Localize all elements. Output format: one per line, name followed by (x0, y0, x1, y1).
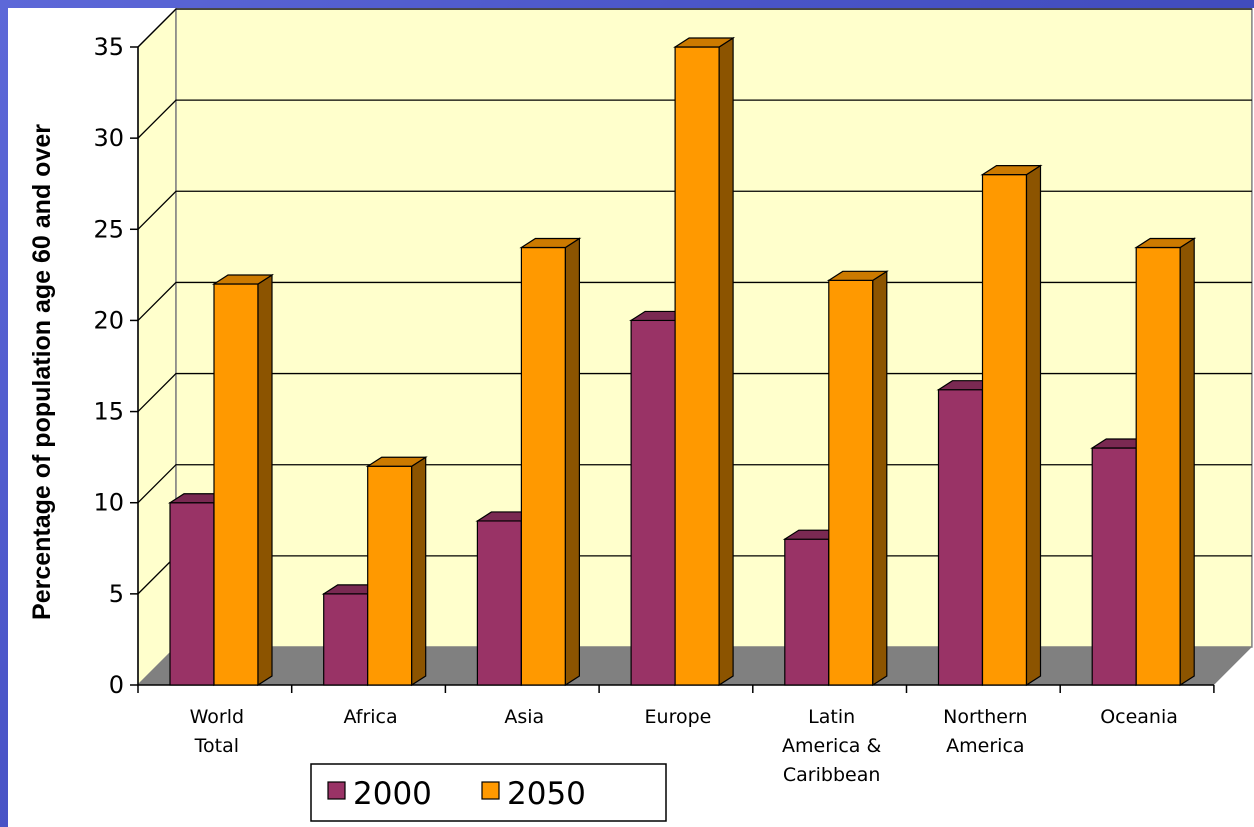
bar-front (630, 319, 676, 686)
bar-front (367, 465, 413, 686)
x-category-label: Asia (504, 706, 544, 728)
bar-top (519, 237, 582, 249)
gridline (137, 372, 1252, 413)
x-category-label: Northern (943, 706, 1027, 728)
bar-top (1134, 237, 1197, 249)
x-category-label: Caribbean (783, 764, 881, 786)
axis-labels: 0 5 10 15 20 25 30 35 World Total Africa Asia Europe… (93, 33, 1177, 786)
bar-front (169, 502, 215, 686)
x-category-label: Total (194, 735, 239, 757)
bar-top (211, 274, 275, 285)
bar-front (1091, 447, 1137, 686)
bar-2050 (980, 164, 1043, 687)
x-category-label: Oceania (1100, 706, 1178, 728)
legend-label-2000: 2000 (353, 776, 432, 812)
x-category-label: Africa (343, 706, 397, 728)
x-category-label: World (190, 706, 244, 728)
y-tick-label: 20 (93, 306, 124, 334)
bar-2050 (1134, 237, 1197, 687)
gridline (137, 190, 1252, 230)
bar-front (476, 520, 522, 686)
bar-front (520, 246, 567, 686)
bar-side (872, 270, 888, 687)
bar-top (980, 165, 1043, 176)
legend-swatch-2050 (481, 781, 500, 800)
bar-side (411, 456, 427, 687)
gridlines (137, 8, 1252, 595)
legend-label-2050: 2050 (507, 776, 586, 812)
bar-front (784, 538, 830, 686)
bar-2050 (673, 36, 736, 687)
bar-front (937, 389, 984, 686)
x-category-label: America & (782, 735, 881, 757)
gridline (137, 281, 1252, 321)
gridline (137, 99, 1252, 139)
gridline (137, 464, 1252, 504)
bar-front (213, 283, 259, 686)
y-tick-label: 5 (109, 580, 124, 608)
bar-side (564, 237, 581, 687)
bar-side (1025, 164, 1042, 687)
bars (167, 36, 1197, 687)
bar-top (826, 270, 889, 281)
y-tick-label: 25 (93, 215, 124, 243)
gridline (137, 8, 1252, 48)
bar-2050 (519, 237, 582, 687)
y-axis-label: Percentage of population age 60 and over (28, 124, 56, 620)
bar-front (674, 46, 720, 686)
y-tick-label: 15 (93, 398, 124, 426)
y-tick-label: 30 (93, 124, 124, 152)
y-tick-label: 10 (93, 489, 124, 517)
legend-swatch-2000 (327, 781, 346, 800)
y-tick-label: 35 (93, 33, 124, 61)
bar-side (257, 273, 273, 687)
x-category-label: Latin (808, 706, 855, 728)
bar-top (673, 37, 736, 48)
bar-side (718, 36, 734, 687)
bar-2050 (826, 270, 889, 687)
bar-2050 (211, 273, 275, 687)
x-category-label: Europe (645, 706, 712, 728)
bar-top (365, 456, 428, 467)
bar-front (828, 279, 874, 686)
y-tick-label: 0 (109, 671, 124, 699)
bar-front (981, 174, 1028, 686)
bar-side (1179, 237, 1195, 687)
bar-2050 (365, 456, 428, 687)
bar-front (323, 593, 369, 686)
legend: 2000 2050 (310, 763, 667, 822)
bar-front (1135, 246, 1181, 686)
x-category-label: America (946, 735, 1024, 757)
